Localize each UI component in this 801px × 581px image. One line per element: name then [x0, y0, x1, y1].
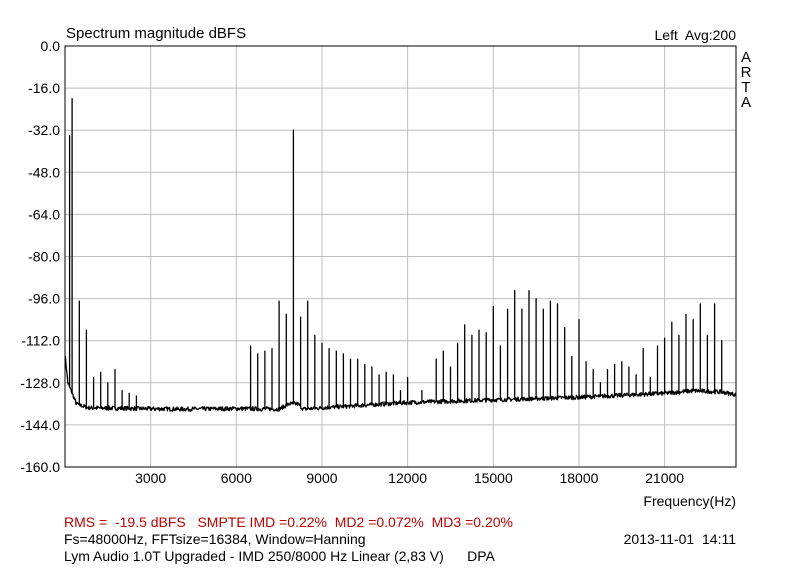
- grid-lines: [65, 45, 736, 468]
- spectrum-trace: [64, 97, 737, 412]
- arta-letter: A: [741, 49, 751, 66]
- y-tick-label: -112.0: [21, 333, 60, 349]
- x-tick-label: 9000: [306, 470, 337, 486]
- arta-letter: R: [741, 64, 752, 81]
- measurement-description: Lym Audio 1.0T Upgraded - IMD 250/8000 H…: [64, 548, 495, 564]
- trace-layer: [64, 97, 737, 412]
- channel-label: Left Avg:200: [654, 27, 736, 43]
- x-tick-label: 12000: [388, 470, 427, 486]
- y-tick-label: -160.0: [20, 459, 60, 475]
- y-tick-label: 0.0: [41, 38, 61, 54]
- x-tick-label: 15000: [474, 470, 513, 486]
- arta-letter: A: [741, 94, 751, 111]
- y-tick-label: -144.0: [20, 417, 60, 433]
- y-tick-label: -128.0: [20, 375, 60, 391]
- measurement-summary: RMS = -19.5 dBFS SMPTE IMD =0.22% MD2 =0…: [64, 514, 513, 530]
- chart-title: Spectrum magnitude dBFS: [66, 25, 247, 42]
- y-tick-label: -16.0: [28, 80, 60, 96]
- x-tick-label: 6000: [221, 470, 252, 486]
- x-tick-label: 21000: [645, 470, 684, 486]
- plot-frame: [64, 45, 737, 468]
- y-tick-label: -96.0: [28, 291, 60, 307]
- timestamp: 2013-11-01 14:11: [623, 531, 736, 547]
- y-tick-label: -64.0: [28, 206, 60, 222]
- analysis-settings: Fs=48000Hz, FFTsize=16384, Window=Hannin…: [64, 531, 366, 547]
- y-tick-label: -80.0: [28, 249, 60, 265]
- arta-letter: T: [741, 79, 750, 96]
- y-tick-label: -32.0: [28, 122, 60, 138]
- x-axis-label: Frequency(Hz): [643, 493, 736, 509]
- x-tick-label: 18000: [559, 470, 598, 486]
- x-tick-label: 3000: [135, 470, 166, 486]
- y-tick-label: -48.0: [28, 164, 60, 180]
- x-tick-labels: 3000 6000 9000 12000 15000 18000 21000: [135, 470, 684, 486]
- y-tick-labels: 0.0 -16.0 -32.0 -48.0 -64.0 -80.0 -96.0 -112.0 -…: [20, 38, 60, 475]
